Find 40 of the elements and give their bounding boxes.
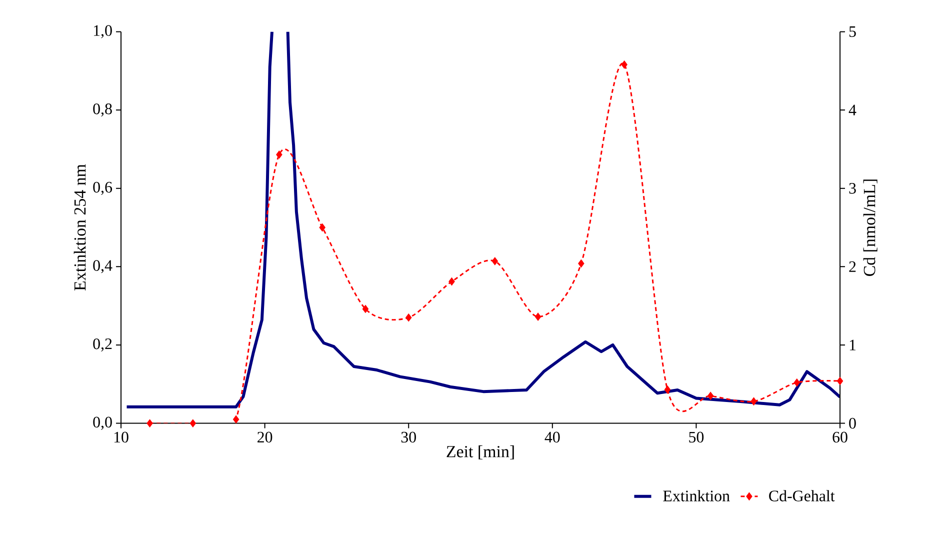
y-tick-label: 0,4 xyxy=(93,260,112,274)
x-axis-title: Zeit [min] xyxy=(446,445,514,460)
point xyxy=(448,278,455,286)
point xyxy=(406,314,412,322)
y-tick-label: 1,0 xyxy=(94,25,112,38)
point xyxy=(621,60,628,68)
y2-tick-label: 1 xyxy=(850,340,856,350)
point xyxy=(492,257,498,265)
point xyxy=(708,392,714,400)
x-tick-label: 60 xyxy=(832,432,848,443)
legend-label: Cd-Gehalt xyxy=(769,490,835,502)
point xyxy=(233,416,240,424)
x-tick-label: 10 xyxy=(114,432,128,443)
y2-tick-label: 5 xyxy=(849,26,856,37)
point xyxy=(146,420,153,428)
point xyxy=(750,398,757,406)
point xyxy=(664,386,670,394)
y-tick-label: 0,0 xyxy=(93,416,112,430)
x-tick-label: 20 xyxy=(258,432,272,443)
y-tick-label: 0,8 xyxy=(93,103,112,117)
y2-tick-label: 4 xyxy=(848,104,856,116)
point xyxy=(837,377,843,385)
point xyxy=(578,260,584,268)
y2-tick-label: 2 xyxy=(849,261,856,272)
y2-axis-title: Cd [nmol/mL] xyxy=(863,180,878,276)
point xyxy=(362,305,368,313)
y-tick-label: 0,6 xyxy=(93,182,112,195)
y2-tick-label: 3 xyxy=(849,182,856,194)
point xyxy=(190,420,196,428)
x-tick-label: 30 xyxy=(401,432,416,443)
point xyxy=(319,224,326,232)
x-tick-label: 50 xyxy=(689,432,704,443)
point xyxy=(276,150,282,158)
y-axis-title: Extinktion 254 nm xyxy=(74,164,86,291)
x-tick-label: 40 xyxy=(544,432,560,443)
point xyxy=(535,313,542,321)
y2-tick-label: 0 xyxy=(849,418,856,429)
legend-label: Extinktion xyxy=(663,490,730,502)
point xyxy=(794,378,800,386)
y-tick-label: 0,2 xyxy=(93,338,112,352)
